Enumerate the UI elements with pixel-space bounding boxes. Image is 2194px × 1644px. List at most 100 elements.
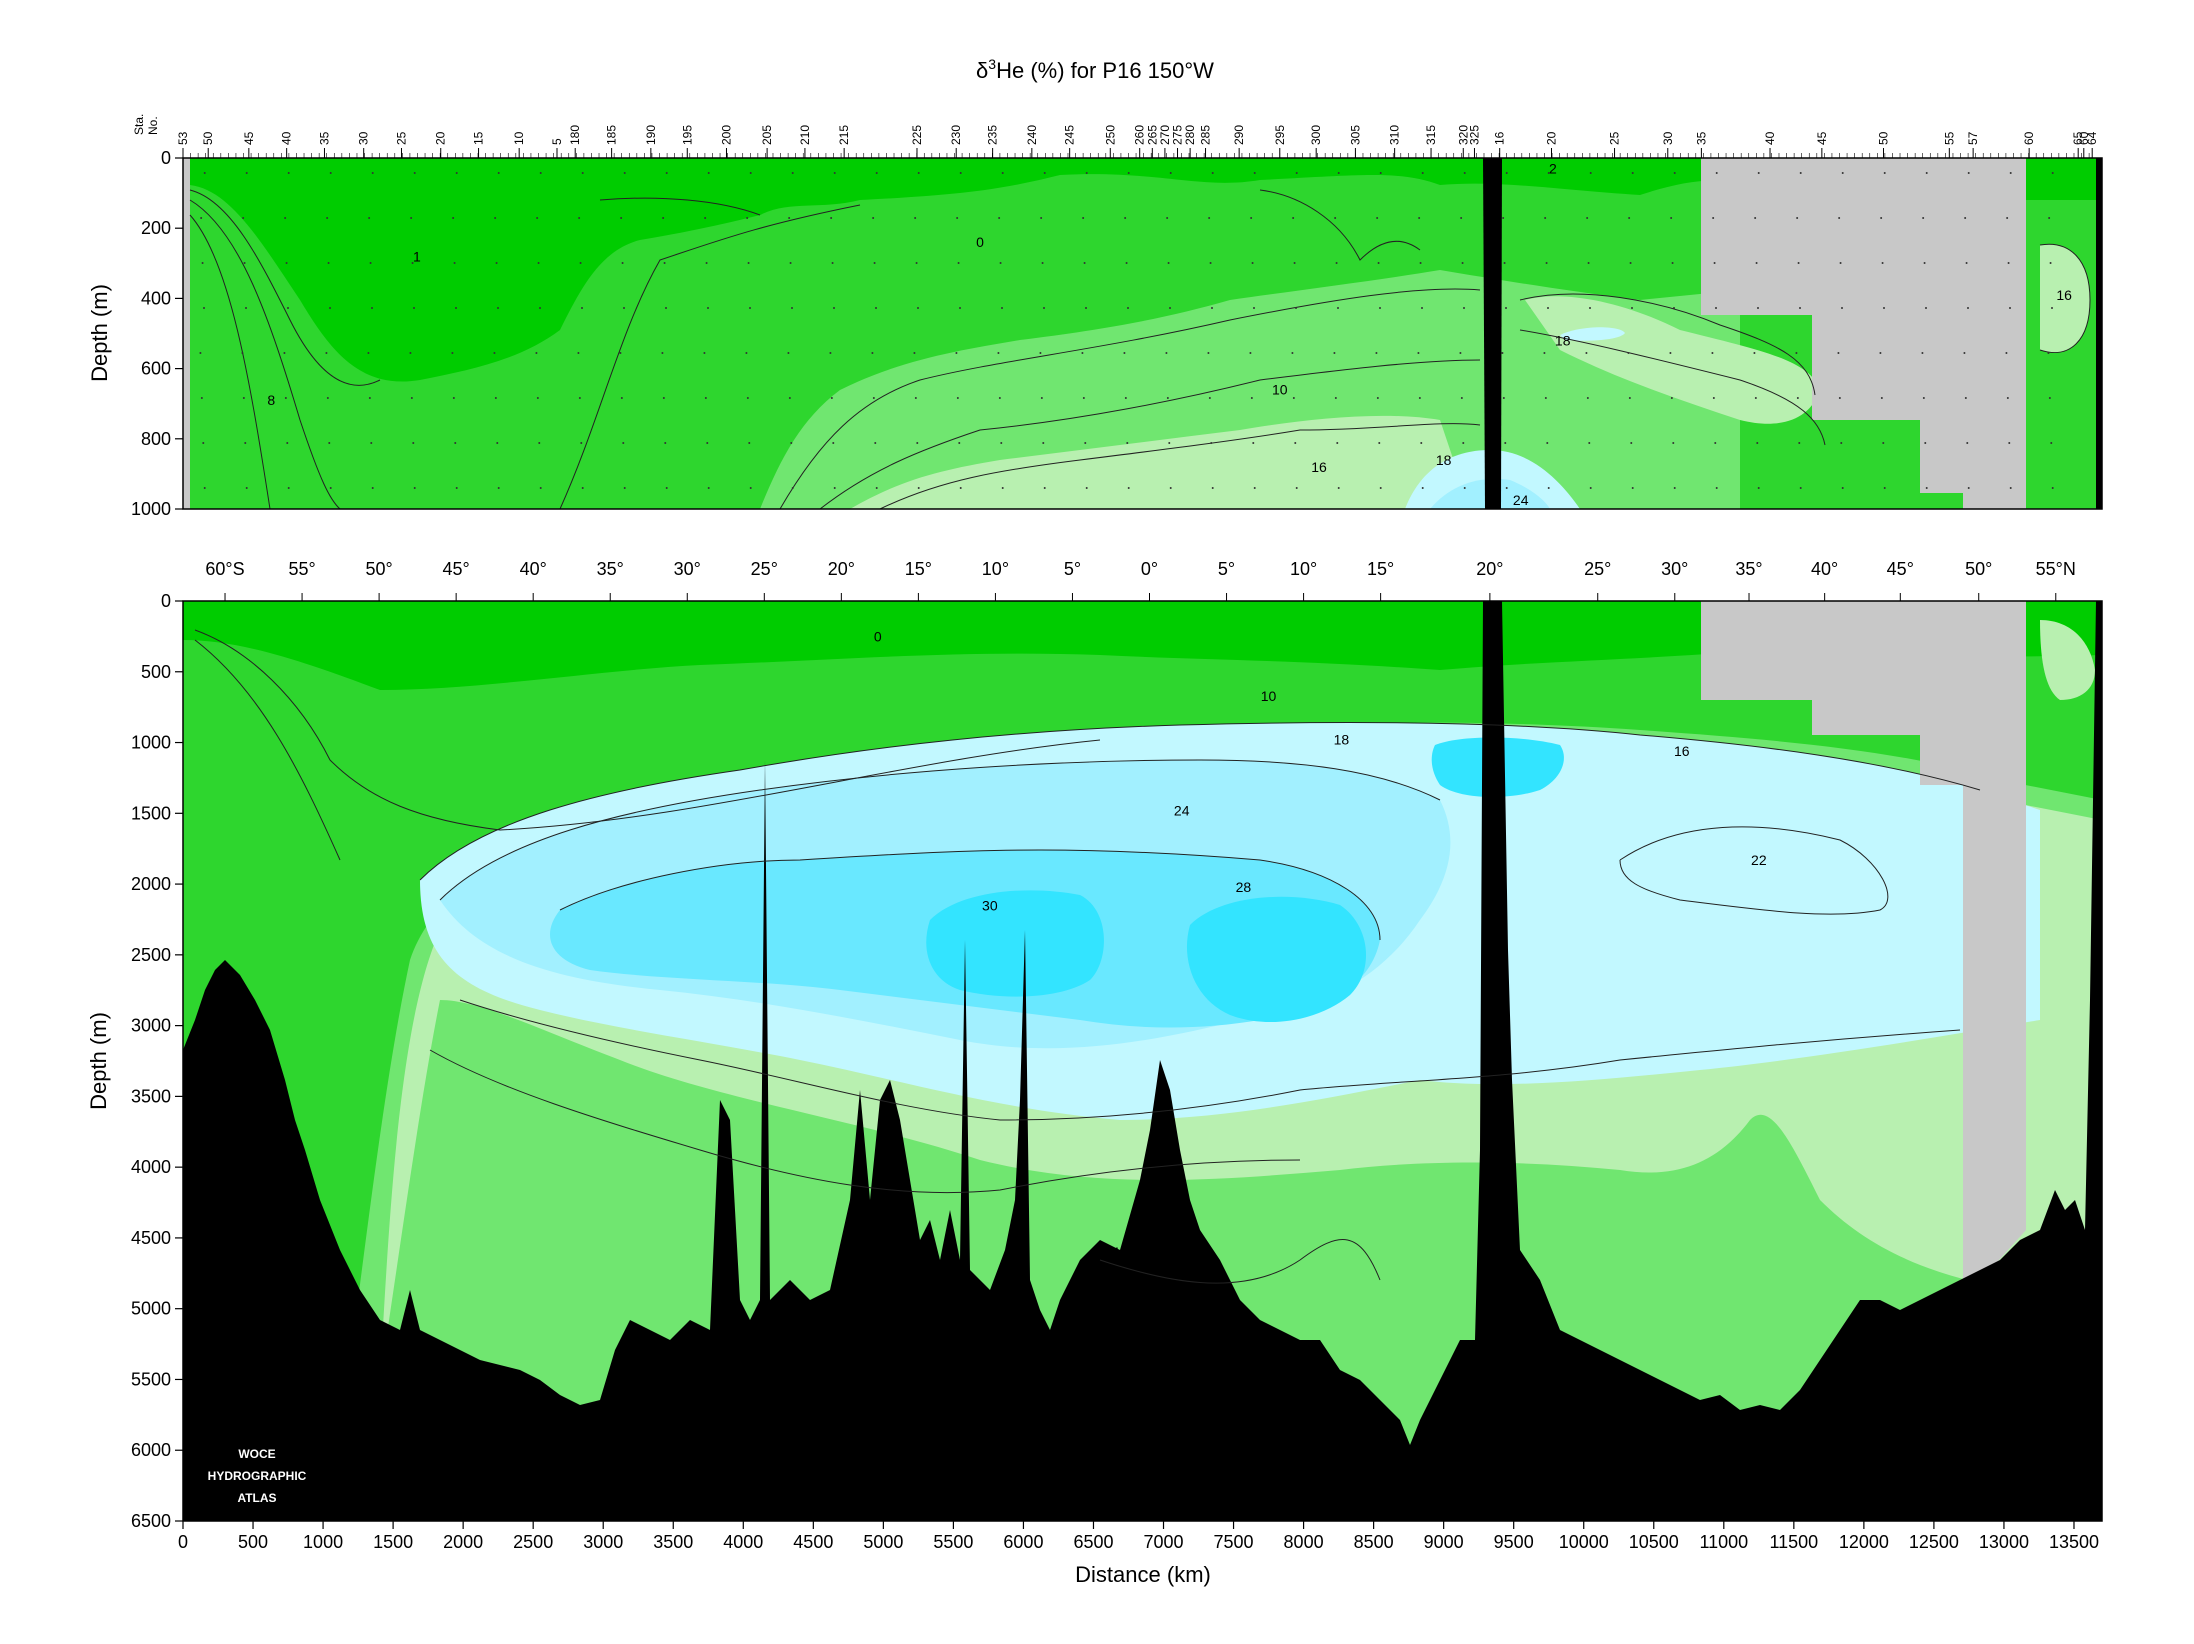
sample-dot [1711,352,1714,354]
x-tick-label: 0 [178,1532,188,1552]
sample-dot [1673,307,1675,309]
sample-dot [1628,217,1631,219]
bottom-ytick-label: 5000 [131,1299,171,1319]
sample-dot [1967,307,1969,309]
top-nodata-mask [1701,158,2026,509]
sample-dot [1879,352,1882,354]
top-ytick-label: 0 [161,148,171,168]
sample-dot [1715,307,1717,309]
sample-dot [326,397,329,399]
station-label: 45 [242,131,256,145]
sample-dot [1799,487,1802,489]
sample-dot [1211,487,1214,489]
sample-dot [1420,442,1423,444]
sample-dot [1463,307,1465,309]
sample-dot [1840,442,1843,444]
station-label: 55 [1942,131,1956,145]
sample-dot [539,307,541,309]
sample-dot [329,307,331,309]
sample-dot [1459,352,1462,354]
latitude-label: 40° [520,559,547,579]
sample-dot [577,352,580,354]
x-tick-label: 12500 [1909,1532,1959,1552]
sample-dot [1754,397,1757,399]
sample-dot [241,352,244,354]
station-label: 210 [798,125,812,145]
sample-dot [1041,262,1044,264]
x-tick-label: 500 [238,1532,268,1552]
sample-dot [1841,172,1844,174]
latitude-label: 20° [1476,559,1503,579]
x-tick-label: 2500 [513,1532,553,1552]
sample-dot [2048,217,2051,219]
sample-dot [2009,487,2012,489]
top-bathymetry-right [2096,158,2102,509]
sample-dot [455,172,458,174]
sample-dot [1421,172,1424,174]
top-bathymetry-bar [1483,158,1502,509]
sample-dot [958,442,961,444]
station-label: 15 [472,131,486,145]
sample-dot [1713,262,1716,264]
bottom-ytick-label: 3000 [131,1016,171,1036]
sample-dot [1670,217,1673,219]
station-label: 195 [680,125,694,145]
sample-dot [1544,397,1547,399]
x-tick-label: 1500 [373,1532,413,1552]
sample-dot [2009,307,2011,309]
bottom-ytick-label: 6500 [131,1511,171,1531]
sample-dot [832,442,835,444]
x-tick-label: 11000 [1699,1532,1748,1552]
sample-dot [1757,487,1760,489]
sample-dot [539,487,542,489]
sample-dot [1585,352,1588,354]
sample-dot [1925,172,1928,174]
sample-dot [1001,307,1003,309]
station-label: 180 [568,125,582,145]
top-frame [182,157,2103,510]
latitude-label: 10° [1290,559,1317,579]
station-label: 65 [2071,131,2085,145]
sample-dot [663,262,666,264]
sample-dot [1712,397,1715,399]
station-label: 265 [1145,125,1159,145]
sample-dot [1925,307,1927,309]
station-label: 30 [1661,131,1675,145]
sample-dot [200,397,203,399]
sample-dot [1377,262,1380,264]
sample-dot [1337,487,1340,489]
sample-dot [749,487,752,489]
latitude-label: 30° [674,559,701,579]
sample-dot [1085,172,1088,174]
sample-dot [959,487,962,489]
sample-dot [371,307,373,309]
x-tick-label: 11500 [1769,1532,1818,1552]
sample-dot [1963,352,1966,354]
sample-dot [201,262,204,264]
sample-dot [578,397,581,399]
sample-dot [1880,217,1883,219]
sample-dot [2050,442,2053,444]
sample-dot [1631,487,1634,489]
sample-dot [1588,442,1591,444]
latitude-label: 10° [982,559,1009,579]
sample-dot [1208,217,1211,219]
sample-dot [1253,172,1256,174]
sample-dot [1501,352,1504,354]
x-tick-label: 13500 [2049,1532,2099,1552]
sample-dot [2048,397,2051,399]
sample-dot [913,352,916,354]
sample-dot [1796,397,1799,399]
sample-dot [1547,307,1549,309]
station-label: 64 [2085,131,2099,145]
sample-dot [2006,397,2009,399]
station-label: 53 [176,131,190,145]
sample-dot [1880,397,1883,399]
sample-dot [1502,397,1505,399]
x-tick-label: 1000 [303,1532,343,1552]
sample-dot [284,217,287,219]
sample-dot [665,307,667,309]
sample-dot [955,352,958,354]
station-label: 45 [1815,131,1829,145]
x-tick-label: 6500 [1073,1532,1113,1552]
